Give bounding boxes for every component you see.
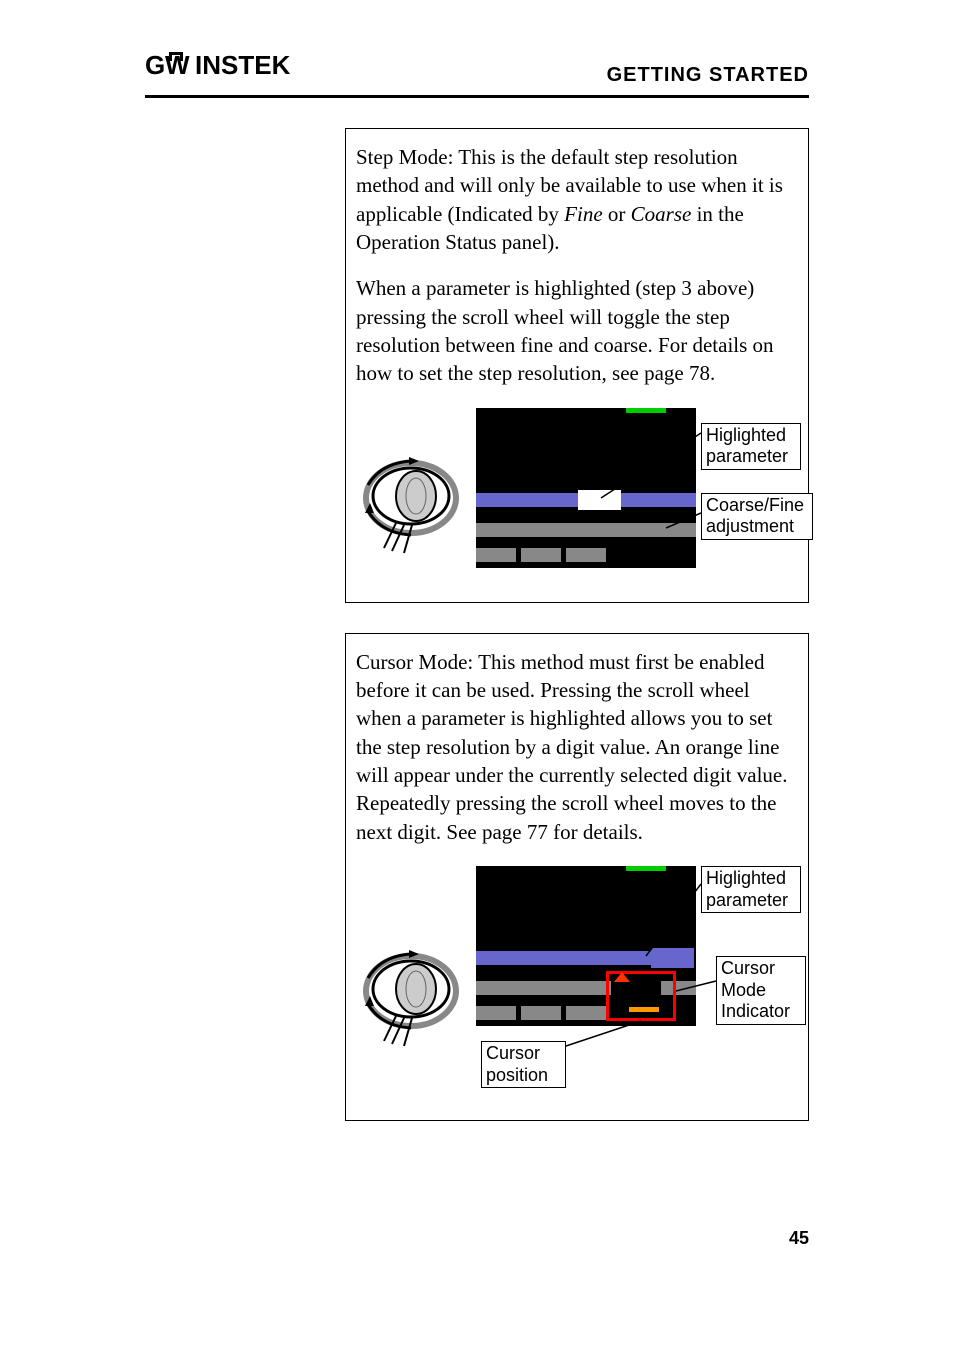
screen-display-cursor xyxy=(476,866,696,1026)
cursor-mode-box: Cursor Mode: This method must first be e… xyxy=(345,633,809,1121)
green-indicator xyxy=(626,408,666,413)
callout-highlighted-param: Higlighted parameter xyxy=(701,423,801,470)
gray-status-bar xyxy=(476,523,696,537)
italic-fine: Fine xyxy=(564,202,602,226)
brand-logo: G W INSTEK xyxy=(145,50,315,87)
cursor-mode-diagram: Higlighted parameter Cursor Mode Indicat… xyxy=(356,866,798,1106)
blue-bar-left xyxy=(476,493,578,507)
gray-tab xyxy=(521,548,561,562)
blue-end xyxy=(651,948,694,968)
callout-highlighted-param-2: Higlighted parameter xyxy=(701,866,801,913)
cursor-mode-para: Cursor Mode: This method must first be e… xyxy=(356,648,798,846)
svg-text:G: G xyxy=(145,50,166,80)
step-mode-para-1: Step Mode: This is the default step reso… xyxy=(356,143,798,256)
gray-tab xyxy=(566,1006,606,1020)
gray-tab xyxy=(476,1006,516,1020)
page-header: G W INSTEK GETTING STARTED xyxy=(145,50,809,98)
gray-status-bar xyxy=(476,981,611,995)
step-mode-para-2: When a parameter is highlighted (step 3 … xyxy=(356,274,798,387)
step-mode-box: Step Mode: This is the default step reso… xyxy=(345,128,809,603)
callout-cursor-mode: Cursor Mode Indicator xyxy=(716,956,806,1025)
red-arrow-icon xyxy=(614,972,630,982)
gray-tab xyxy=(521,1006,561,1020)
scroll-wheel-icon xyxy=(356,453,466,568)
gray-tab xyxy=(476,548,516,562)
cursor-position-underline xyxy=(629,1007,659,1012)
gray-tab xyxy=(566,548,606,562)
green-indicator xyxy=(626,866,666,871)
callout-cursor-position: Cursor position xyxy=(481,1041,566,1088)
highlighted-value xyxy=(578,490,621,510)
cursor-mode-indicator-box xyxy=(606,971,676,1021)
blue-bar xyxy=(476,951,651,965)
italic-coarse: Coarse xyxy=(631,202,692,226)
scroll-wheel-icon xyxy=(356,946,466,1061)
blue-bar-right xyxy=(621,493,696,507)
logo-svg: G W INSTEK xyxy=(145,50,315,80)
svg-text:INSTEK: INSTEK xyxy=(195,50,291,80)
screen-display xyxy=(476,408,696,568)
page-number: 45 xyxy=(789,1228,809,1249)
step-mode-diagram: Higlighted parameter Coarse/Fine adjustm… xyxy=(356,408,798,588)
callout-coarse-fine: Coarse/Fine adjustment xyxy=(701,493,813,540)
section-title: GETTING STARTED xyxy=(607,64,809,87)
text-segment: or xyxy=(603,202,631,226)
